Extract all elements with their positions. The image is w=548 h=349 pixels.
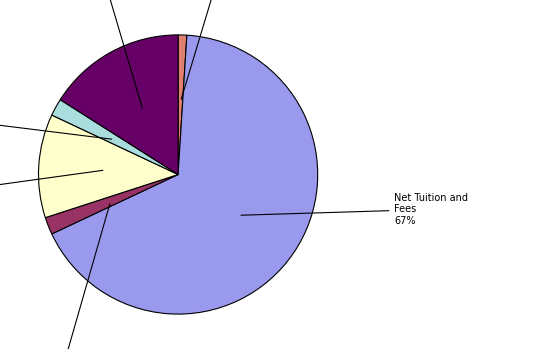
Text: Government
Grants
2%: Government Grants 2% <box>29 204 110 349</box>
Wedge shape <box>38 115 178 218</box>
Text: Private Gifts and
Grants
12%: Private Gifts and Grants 12% <box>0 170 103 212</box>
Wedge shape <box>178 35 187 174</box>
Text: Auxiliary
Enterprises
16%: Auxiliary Enterprises 16% <box>73 0 142 108</box>
Wedge shape <box>45 174 178 234</box>
Wedge shape <box>52 100 178 174</box>
Text: Net Tuition and
Fees
67%: Net Tuition and Fees 67% <box>241 193 469 226</box>
Text: Endowment/
Investment
2%: Endowment/ Investment 2% <box>0 99 112 139</box>
Wedge shape <box>52 35 318 314</box>
Wedge shape <box>60 35 178 174</box>
Text: Other Income
1%: Other Income 1% <box>181 0 256 99</box>
